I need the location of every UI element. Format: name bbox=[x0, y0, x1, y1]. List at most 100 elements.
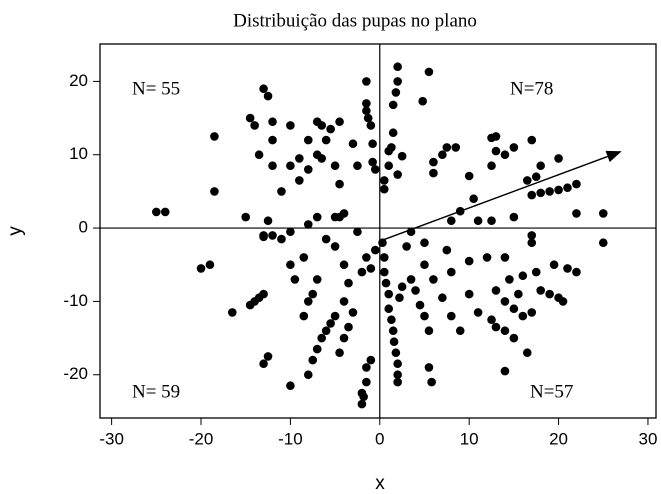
point bbox=[308, 289, 318, 299]
point bbox=[393, 62, 402, 72]
point bbox=[312, 212, 322, 222]
point bbox=[446, 267, 456, 277]
point bbox=[286, 121, 295, 130]
x-tick-label: -30 bbox=[99, 429, 124, 448]
x-tick-label: 0 bbox=[375, 429, 384, 448]
x-tick-label: -20 bbox=[189, 429, 214, 448]
point bbox=[558, 297, 568, 306]
point bbox=[286, 260, 295, 270]
point bbox=[259, 359, 268, 369]
point bbox=[384, 304, 394, 314]
point bbox=[393, 370, 402, 380]
point bbox=[312, 344, 322, 354]
point bbox=[286, 161, 295, 171]
point bbox=[518, 311, 528, 321]
point bbox=[491, 132, 501, 141]
point bbox=[210, 187, 219, 196]
point bbox=[290, 275, 300, 284]
point bbox=[339, 260, 349, 270]
point bbox=[527, 135, 537, 145]
point bbox=[527, 308, 537, 317]
annotation: N= 55 bbox=[132, 78, 180, 99]
x-tick-label: -10 bbox=[278, 429, 303, 448]
point bbox=[531, 172, 541, 182]
point bbox=[339, 209, 349, 218]
point bbox=[391, 348, 401, 358]
point bbox=[487, 161, 496, 171]
point bbox=[348, 139, 358, 149]
point bbox=[362, 377, 371, 387]
point bbox=[362, 99, 371, 108]
point bbox=[442, 245, 452, 255]
point bbox=[384, 161, 394, 171]
point bbox=[522, 348, 532, 358]
y-tick-label: 0 bbox=[79, 218, 88, 237]
point bbox=[509, 304, 519, 314]
point bbox=[545, 187, 554, 196]
point bbox=[509, 143, 519, 152]
point bbox=[393, 377, 402, 387]
point bbox=[397, 151, 407, 161]
point bbox=[464, 171, 474, 181]
point bbox=[299, 311, 309, 321]
point bbox=[418, 96, 427, 106]
y-tick-label: 20 bbox=[69, 71, 88, 90]
point bbox=[384, 146, 394, 156]
point bbox=[384, 289, 394, 299]
point bbox=[205, 260, 215, 270]
point bbox=[259, 289, 268, 299]
x-tick-label: 30 bbox=[638, 429, 657, 448]
point bbox=[295, 176, 304, 185]
point bbox=[420, 238, 429, 248]
point bbox=[312, 275, 322, 284]
point bbox=[353, 227, 362, 237]
point bbox=[210, 132, 219, 141]
point bbox=[420, 311, 429, 321]
point bbox=[371, 245, 380, 255]
point bbox=[388, 326, 398, 336]
point bbox=[330, 242, 340, 251]
point bbox=[388, 100, 398, 110]
point bbox=[295, 154, 304, 163]
point bbox=[438, 293, 447, 303]
point bbox=[429, 168, 438, 178]
point bbox=[487, 216, 496, 226]
point bbox=[245, 113, 255, 123]
point bbox=[303, 220, 313, 229]
x-tick-label: 20 bbox=[549, 429, 568, 448]
point bbox=[549, 260, 559, 270]
point bbox=[317, 121, 326, 130]
point bbox=[429, 275, 438, 284]
point bbox=[263, 216, 273, 226]
point bbox=[379, 184, 389, 194]
point bbox=[438, 150, 447, 160]
point bbox=[391, 88, 401, 97]
point bbox=[379, 267, 389, 277]
point bbox=[393, 77, 402, 86]
point bbox=[263, 352, 273, 361]
point bbox=[321, 326, 331, 336]
point bbox=[286, 227, 295, 237]
point bbox=[379, 253, 389, 262]
point bbox=[366, 121, 376, 130]
chart-title: Distribuição das pupas no plano bbox=[233, 10, 477, 31]
annotation: N=57 bbox=[530, 381, 573, 402]
point bbox=[514, 289, 523, 299]
point bbox=[464, 289, 474, 299]
point bbox=[277, 187, 286, 196]
point bbox=[473, 308, 483, 317]
point bbox=[518, 271, 528, 281]
point bbox=[388, 128, 398, 138]
point bbox=[572, 267, 581, 277]
point bbox=[299, 253, 309, 262]
point bbox=[531, 267, 541, 277]
point bbox=[389, 337, 399, 347]
point bbox=[527, 238, 537, 248]
point bbox=[330, 212, 340, 222]
annotation: N= 59 bbox=[132, 381, 180, 402]
point bbox=[424, 326, 434, 336]
point bbox=[196, 264, 206, 273]
point bbox=[397, 282, 407, 292]
point bbox=[406, 275, 416, 284]
point bbox=[344, 322, 353, 332]
